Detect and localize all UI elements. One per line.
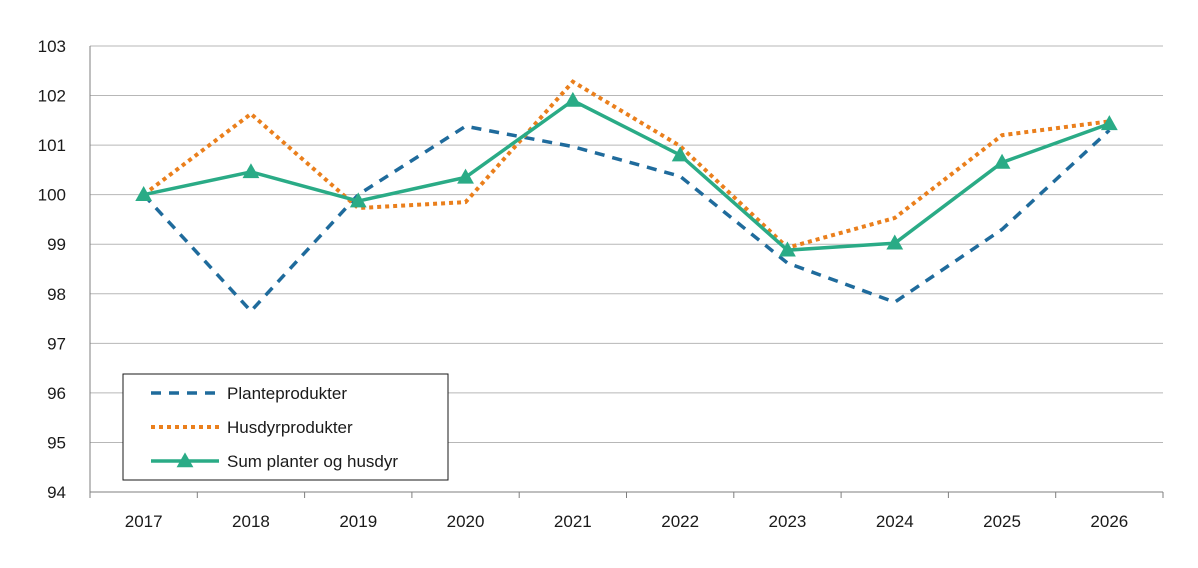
data-point-marker bbox=[242, 163, 260, 179]
x-tick-label: 2021 bbox=[554, 512, 592, 531]
legend-label: Husdyrprodukter bbox=[227, 418, 353, 437]
y-tick-label: 95 bbox=[47, 433, 66, 452]
y-tick-label: 99 bbox=[47, 235, 66, 254]
y-tick-label: 96 bbox=[47, 384, 66, 403]
x-tick-label: 2023 bbox=[769, 512, 807, 531]
x-tick-label: 2018 bbox=[232, 512, 270, 531]
x-tick-label: 2019 bbox=[339, 512, 377, 531]
series-line bbox=[143, 98, 1110, 252]
data-point-marker bbox=[457, 168, 474, 184]
x-tick-labels: 2017 2018 2019 2020 2021 2022 2023 2024 2025 2026 bbox=[125, 512, 1129, 531]
legend-item: Husdyrprodukter bbox=[151, 418, 353, 437]
legend-item: Sum planter og husdyr bbox=[151, 452, 398, 471]
y-tick-label: 100 bbox=[38, 186, 66, 205]
data-point-marker bbox=[349, 192, 367, 208]
x-tick-label: 2017 bbox=[125, 512, 163, 531]
data-point-marker bbox=[564, 91, 582, 107]
series-line bbox=[142, 79, 1110, 250]
legend-label: Sum planter og husdyr bbox=[227, 452, 398, 471]
data-point-marker bbox=[886, 234, 904, 250]
data-point-marker bbox=[135, 185, 153, 201]
series-1 bbox=[142, 124, 1111, 314]
x-tick-label: 2022 bbox=[661, 512, 699, 531]
legend-marker bbox=[176, 452, 194, 468]
data-point-marker bbox=[993, 153, 1011, 169]
y-tick-label: 102 bbox=[38, 87, 66, 106]
data-point-marker bbox=[671, 146, 689, 162]
y-tick-label: 98 bbox=[47, 285, 66, 304]
data-point-marker bbox=[779, 241, 796, 257]
x-tick-label: 2020 bbox=[447, 512, 485, 531]
legend-label: Planteprodukter bbox=[227, 384, 347, 403]
x-tick-label: 2026 bbox=[1090, 512, 1128, 531]
y-tick-label: 94 bbox=[47, 483, 66, 502]
y-tick-label: 103 bbox=[38, 37, 66, 56]
y-tick-label: 97 bbox=[47, 334, 66, 353]
y-tick-labels: 94 95 96 97 98 99 100 101 102 103 bbox=[38, 37, 66, 502]
legend-item: Planteprodukter bbox=[151, 384, 347, 403]
series-lines bbox=[135, 79, 1118, 314]
data-point-marker bbox=[1100, 115, 1118, 131]
axes bbox=[89, 46, 1164, 498]
series-3 bbox=[135, 91, 1118, 257]
y-tick-label: 101 bbox=[38, 136, 66, 155]
x-tick-label: 2024 bbox=[876, 512, 914, 531]
legend: Planteprodukter Husdyrprodukter Sum plante… bbox=[122, 373, 449, 481]
series-line bbox=[142, 124, 1111, 314]
x-tick-label: 2025 bbox=[983, 512, 1021, 531]
series-2 bbox=[142, 79, 1110, 250]
